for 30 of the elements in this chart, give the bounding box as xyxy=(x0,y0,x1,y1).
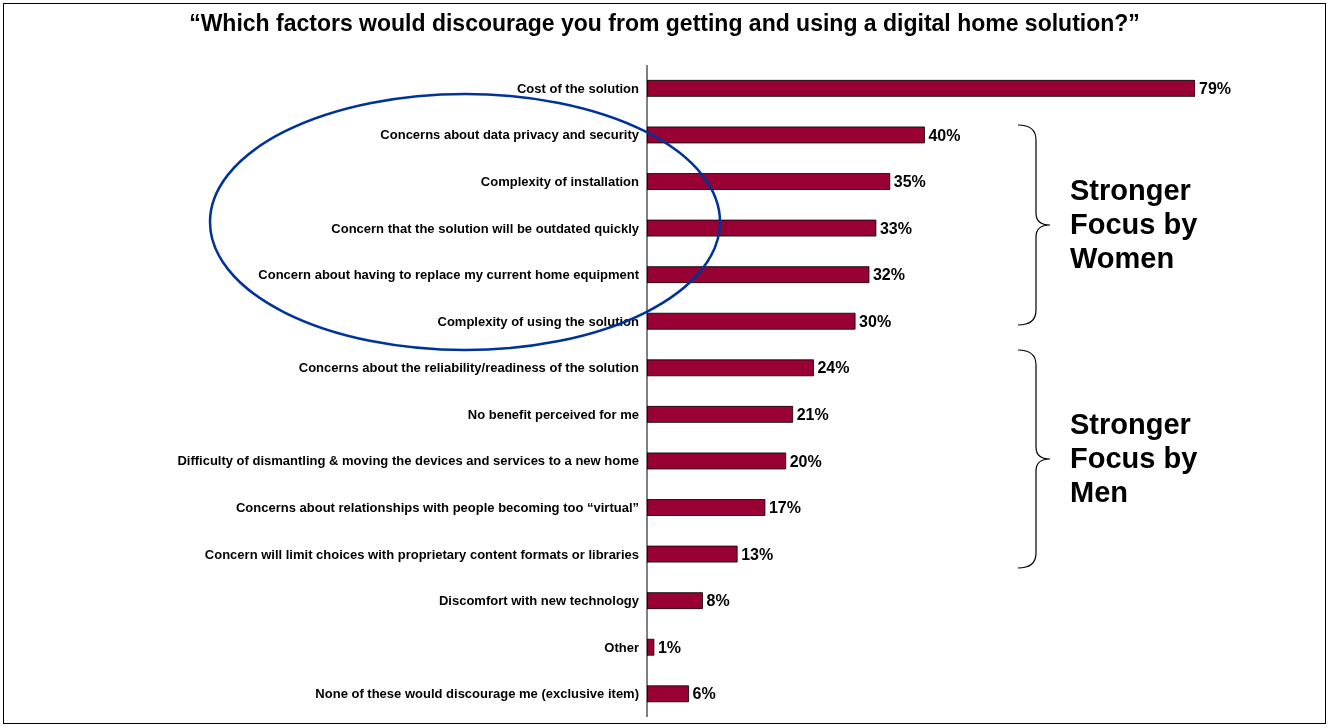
data-label: 79% xyxy=(1199,80,1232,98)
chart-title: “Which factors would discourage you from getting and using a digital home solution?” xyxy=(188,10,1141,37)
annotation: Stronger Focus by Women xyxy=(1070,173,1199,275)
y-tick-label: Concerns about relationships with people becoming too “virtual” xyxy=(235,500,639,516)
data-label: 21% xyxy=(796,406,829,424)
data-label: 24% xyxy=(817,359,850,377)
y-tick-label: No benefit perceived for me xyxy=(467,406,639,422)
data-label: 33% xyxy=(879,219,912,237)
data-label: 40% xyxy=(928,126,961,144)
y-tick-label: Concern will limit choices with proprietary content formats or libraries xyxy=(204,546,639,562)
data-label: 17% xyxy=(768,499,801,517)
y-tick-label: Other xyxy=(604,639,639,655)
data-label: 8% xyxy=(706,592,730,610)
data-label: 20% xyxy=(789,452,822,470)
data-label: 35% xyxy=(893,173,926,191)
data-label: 32% xyxy=(872,266,906,284)
data-label: 13% xyxy=(741,545,774,563)
y-tick-label: Cost of the solution xyxy=(516,80,640,96)
y-tick-label: Complexity of installation xyxy=(480,174,640,190)
data-label: 1% xyxy=(657,638,682,656)
y-tick-label: Concerns about data privacy and security xyxy=(380,127,640,143)
y-tick-label: Discomfort with new technology xyxy=(438,593,640,609)
y-tick-label: None of these would discourage me (exclusive item) xyxy=(315,686,639,702)
data-label: 6% xyxy=(692,685,716,703)
annotation: Stronger Focus by Men xyxy=(1070,407,1199,509)
y-tick-label: Difficulty of dismantling & moving the devices and services to a new home xyxy=(177,453,639,469)
data-label: 30% xyxy=(859,312,892,330)
y-tick-label: Concerns about the reliability/readiness of the solution xyxy=(298,360,640,376)
y-tick-label: Concern that the solution will be outdated quickly xyxy=(331,220,640,236)
y-tick-label: Concern about having to replace my current home equipment xyxy=(258,267,640,283)
